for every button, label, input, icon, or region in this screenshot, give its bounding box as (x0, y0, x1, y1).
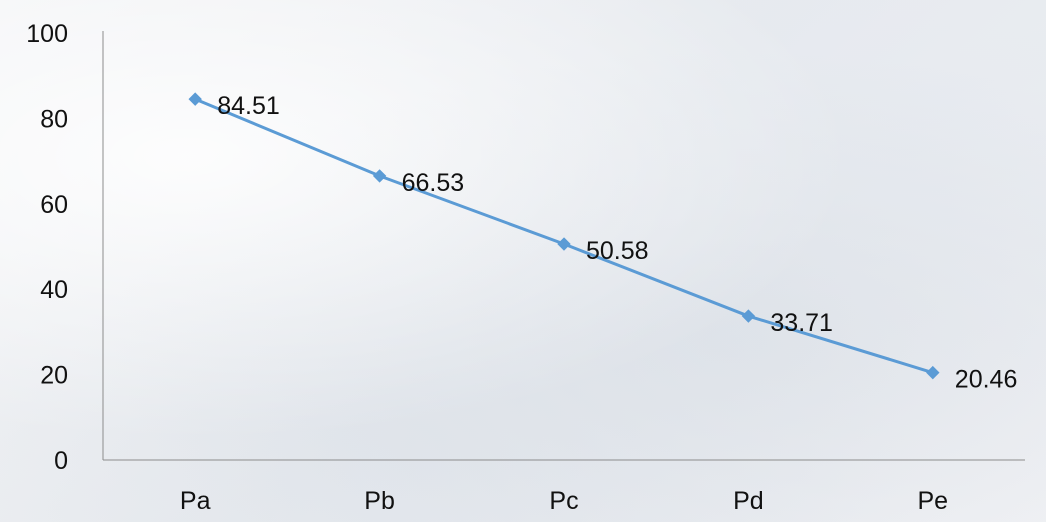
y-tick-label: 40 (40, 276, 68, 304)
y-tick-label: 100 (26, 20, 68, 48)
y-tick-label: 80 (40, 105, 68, 133)
data-label: 50.58 (586, 237, 649, 265)
x-tick-label: Pb (364, 487, 395, 515)
data-point-marker (926, 365, 940, 380)
x-tick-label: Pc (549, 487, 578, 515)
data-point-marker (557, 237, 571, 251)
x-tick-label: Pa (180, 487, 211, 515)
data-label: 33.71 (770, 309, 833, 337)
x-axis-ticks: Pa Pb Pc Pd Pe (180, 487, 948, 515)
series-group (188, 92, 940, 380)
y-tick-label: 20 (40, 362, 68, 390)
data-point-marker (372, 169, 387, 183)
data-label: 84.51 (217, 92, 280, 120)
y-tick-label: 0 (54, 447, 68, 475)
data-label: 20.46 (955, 366, 1018, 394)
chart-axes (102, 31, 1025, 461)
x-tick-label: Pd (733, 487, 764, 515)
data-label: 66.53 (402, 169, 465, 197)
y-axis-ticks: 0 20 40 60 80 100 (26, 20, 68, 475)
y-tick-label: 60 (40, 191, 68, 219)
data-labels-group: 84.51 66.53 50.58 33.71 20.46 (217, 92, 1017, 393)
data-point-marker (188, 92, 202, 106)
x-tick-label: Pe (918, 487, 949, 515)
data-point-marker (741, 309, 756, 323)
